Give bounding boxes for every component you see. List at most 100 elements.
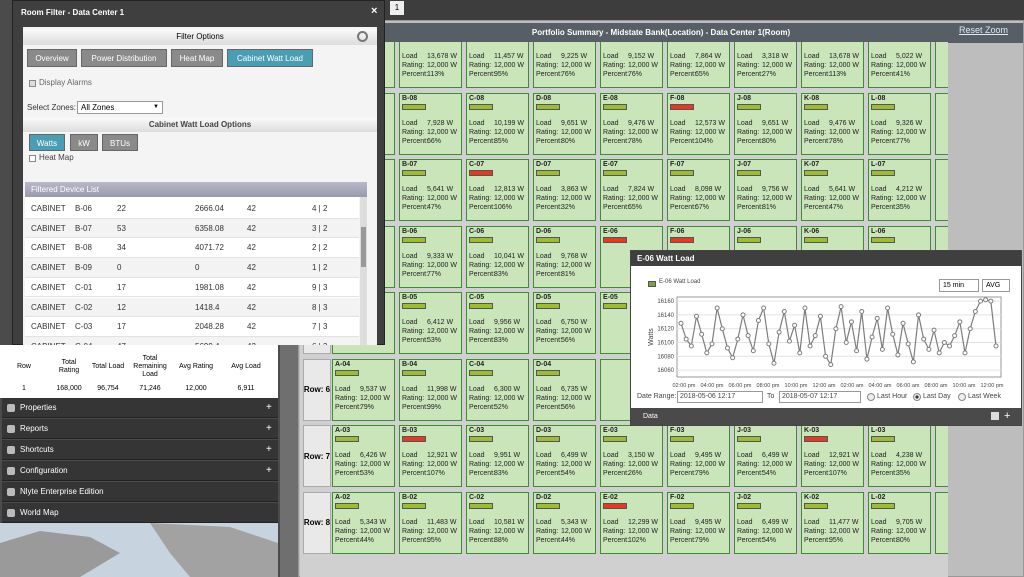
tab-button[interactable]: Heat Map — [171, 49, 223, 67]
device-row[interactable]: CABINET B-06 22 2666.04 42 4 | 2 — [25, 199, 359, 219]
cabinet-tile[interactable]: A-03 Load 6,426 W Rating: 12,000 W Percent: 53… — [332, 425, 395, 487]
menu-item[interactable]: Shortcuts + — [2, 440, 278, 460]
cabinet-tile[interactable]: D-04 Load 6,735 W Rating: 12,000 W Percent: 56… — [533, 358, 596, 421]
data-point — [797, 350, 803, 356]
cabinet-tile[interactable]: L-03 Load 4,238 W Rating: 12,000 W Percent: 35… — [868, 425, 931, 487]
close-button[interactable]: × — [371, 5, 378, 17]
menu-item[interactable]: Configuration + — [2, 461, 278, 481]
interval-select[interactable]: 15 min — [939, 279, 979, 292]
cabinet-tile[interactable]: K-03 Load 12,921 W Rating: 12,000 W Percent: 1… — [801, 425, 864, 487]
cabinet-tile[interactable]: F-02 Load 9,495 W Rating: 12,000 W Percent: 79… — [667, 491, 730, 554]
cabinet-tile[interactable]: D-06 Load 9,768 W Rating: 12,000 W Percent: 81… — [533, 225, 596, 288]
cabinet-tile[interactable]: L-08 Load 9,326 W Rating: 12,000 W Percent: 77… — [868, 92, 931, 155]
menu-item[interactable]: Reports + — [2, 419, 278, 439]
unit-button[interactable]: Watts — [29, 134, 65, 151]
cabinet-tile[interactable]: C-02 Load 10,581 W Rating: 12,000 W Percent: 8… — [466, 491, 529, 554]
cabinet-tile[interactable]: E-07 Load 7,824 W Rating: 12,000 W Percent: 65… — [600, 159, 663, 221]
device-row[interactable]: CABINET B-08 34 4071.72 42 2 | 2 — [25, 238, 359, 259]
menu-item[interactable]: Properties + — [2, 398, 278, 418]
date-input[interactable]: 2018-05-06 12:17 — [677, 391, 763, 403]
cabinet-tile[interactable]: Load 9,152 W Rating: 12,000 W Percent: 76% — [600, 42, 663, 88]
cabinet-tile[interactable]: D-07 Load 3,863 W Rating: 12,000 W Percent: 32… — [533, 159, 596, 221]
cabinet-tile[interactable]: B-02 Load 11,483 W Rating: 12,000 W Percent: 9… — [399, 491, 462, 554]
cabinet-tile[interactable]: Load 3,318 W Rating: 12,000 W Percent: 27% — [734, 42, 797, 88]
cabinet-tile[interactable]: E-08 Load 9,476 W Rating: 12,000 W Percent: 78… — [600, 92, 663, 155]
cabinet-tile[interactable]: L-07 Load 4,212 W Rating: 12,000 W Percent: 35… — [868, 159, 931, 221]
radio[interactable] — [913, 393, 921, 401]
cabinet-tile[interactable]: B-03 Load 12,921 W Rating: 12,000 W Percent: 1… — [399, 425, 462, 487]
cabinet-tile[interactable]: B-06 Load 9,333 W Rating: 12,000 W Percent: 77… — [399, 225, 462, 288]
radio[interactable] — [867, 393, 875, 401]
aggregate-select[interactable]: AVG — [982, 279, 1010, 292]
cabinet-name: C-08 — [469, 94, 485, 102]
menu-item[interactable]: World Map — [2, 503, 278, 523]
cabinet-tile[interactable]: Load 13,678 W Rating: 12,000 W Percent: 113% — [399, 42, 462, 88]
cabinet-tile[interactable]: F-08 Load 12,573 W Rating: 12,000 W Percent: 1… — [667, 92, 730, 155]
cabinet-tile[interactable]: C-06 Load 10,041 W Rating: 12,000 W Percent: 8… — [466, 225, 529, 288]
cabinet-tile[interactable]: J-08 Load 9,651 W Rating: 12,000 W Percent: 80… — [734, 92, 797, 155]
field-value: 6,750 W — [561, 319, 588, 326]
device-row[interactable]: CABINET C-03 17 2048.28 42 7 | 3 — [25, 317, 359, 337]
device-row[interactable]: CABINET C-02 12 1418.4 42 8 | 3 — [25, 297, 359, 318]
menu-item[interactable]: Nlyte Enterprise Edition — [2, 482, 278, 502]
field-label: Percent: — [402, 403, 429, 411]
field-label: Rating: — [536, 128, 559, 136]
tab-button[interactable]: Power Distribution — [81, 49, 167, 67]
cabinet-tile[interactable]: K-08 Load 9,476 W Rating: 12,000 W Percent: 78… — [801, 92, 864, 155]
device-row[interactable]: CABINET B-07 53 6358.08 42 3 | 2 — [25, 218, 359, 239]
radio[interactable] — [958, 393, 966, 401]
cabinet-tile[interactable]: E-03 Load 3,150 W Rating: 12,000 W Percent: 26… — [600, 425, 663, 487]
date-input[interactable]: 2018-05-07 12:17 — [779, 391, 861, 403]
cabinet-tile[interactable]: Load 7,864 W Rating: 12,000 W Percent: 65% — [667, 42, 730, 88]
field-label: Rating: — [670, 527, 693, 535]
cabinet-tile[interactable]: J-03 Load 6,499 W Rating: 12,000 W Percent: 54… — [734, 425, 797, 487]
cabinet-tile[interactable]: L-02 Load 9,705 W Rating: 12,000 W Percent: 80… — [868, 491, 931, 554]
tab[interactable]: 1 — [390, 1, 404, 15]
cabinet-tile[interactable]: K-07 Load 5,641 W Rating: 12,000 W Percent: 47… — [801, 159, 864, 221]
cabinet-tile[interactable]: C-03 Load 9,951 W Rating: 12,000 W Percent: 83… — [466, 425, 529, 487]
cabinet-tile[interactable]: D-02 Load 5,343 W Rating: 12,000 W Percent: 44… — [533, 491, 596, 554]
cabinet-tile[interactable]: D-05 Load 6,750 W Rating: 12,000 W Percent: 56… — [533, 292, 596, 354]
cabinet-tile[interactable]: B-08 Load 7,928 W Rating: 12,000 W Percent: 66… — [399, 92, 462, 155]
field-label: Load — [670, 119, 686, 127]
cabinet-tile[interactable]: B-07 Load 5,641 W Rating: 12,000 W Percent: 47… — [399, 159, 462, 221]
cabinet-tile[interactable]: B-05 Load 6,412 W Rating: 12,000 W Percent: 53… — [399, 292, 462, 354]
checkbox[interactable] — [29, 155, 36, 162]
unit-button[interactable]: BTUs — [102, 134, 138, 151]
cabinet-tile[interactable]: A-04 Load 9,537 W Rating: 12,000 W Percent: 79… — [332, 358, 395, 421]
cabinet-tile[interactable]: C-07 Load 12,813 W Rating: 12,000 W Percent: 1… — [466, 159, 529, 221]
reset-zoom[interactable]: Reset Zoom — [959, 25, 1009, 35]
cabinet-tile[interactable]: C-05 Load 9,956 W Rating: 12,000 W Percent: 83… — [466, 292, 529, 354]
cabinet-tile[interactable]: F-07 Load 8,098 W Rating: 12,000 W Percent: 67… — [667, 159, 730, 221]
cabinet-tile[interactable]: F-03 Load 9,495 W Rating: 12,000 W Percent: 79… — [667, 425, 730, 487]
unit-button[interactable]: kW — [70, 134, 98, 151]
footer-add[interactable]: + — [1004, 410, 1011, 422]
checkbox[interactable] — [29, 80, 36, 87]
cabinet-tile[interactable]: C-04 Load 6,300 W Rating: 12,000 W Percent: 52… — [466, 358, 529, 421]
cabinet-tile[interactable]: Load 13,678 W Rating: 12,000 W Percent: 113% — [801, 42, 864, 88]
tab-button[interactable]: Overview — [27, 49, 77, 67]
cabinet-tile[interactable]: J-02 Load 6,499 W Rating: 12,000 W Percent: 54… — [734, 491, 797, 554]
cabinet-tile[interactable]: D-08 Load 9,651 W Rating: 12,000 W Percent: 80… — [533, 92, 596, 155]
field-label: Rating: — [737, 195, 760, 202]
cabinet-tile[interactable]: Load 9,225 W Rating: 12,000 W Percent: 76% — [533, 42, 596, 88]
device-row[interactable]: CABINET B-09 0 0 42 1 | 2 — [25, 258, 359, 278]
refresh-icon[interactable] — [357, 31, 368, 42]
map-shapes — [0, 523, 278, 577]
cabinet-tile[interactable]: E-02 Load 12,299 W Rating: 12,000 W Percent: 1… — [600, 491, 663, 554]
footer-icon[interactable] — [991, 412, 999, 420]
tab-button[interactable]: Cabinet Watt Load — [227, 49, 313, 67]
cabinet-tile[interactable]: Load 11,457 W Rating: 12,000 W Percent: 95% — [466, 42, 529, 88]
cabinet-tile[interactable]: Load 5,022 W Rating: 12,000 W Percent: 41% — [868, 42, 931, 88]
cabinet-tile[interactable]: J-07 Load 9,756 W Rating: 12,000 W Percent: 81… — [734, 159, 797, 221]
cabinet-tile[interactable]: C-08 Load 10,199 W Rating: 12,000 W Percent: 8… — [466, 92, 529, 155]
cabinet-tile[interactable]: D-03 Load 6,499 W Rating: 12,000 W Percent: 54… — [533, 425, 596, 487]
device-row[interactable]: CABINET C-01 17 1981.08 42 9 | 3 — [25, 277, 359, 298]
cabinet-tile[interactable]: A-02 Load 5,343 W Rating: 12,000 W Percent: 44… — [332, 491, 395, 554]
cabinet-tile[interactable]: B-04 Load 11,998 W Rating: 12,000 W Percent: 9… — [399, 358, 462, 421]
expand-icon: + — [266, 465, 272, 476]
field-label: Percent: — [804, 536, 831, 544]
cabinet-tile[interactable]: K-02 Load 11,477 W Rating: 12,000 W Percent: 9… — [801, 491, 864, 554]
zones-select[interactable]: All Zones — [77, 101, 163, 114]
